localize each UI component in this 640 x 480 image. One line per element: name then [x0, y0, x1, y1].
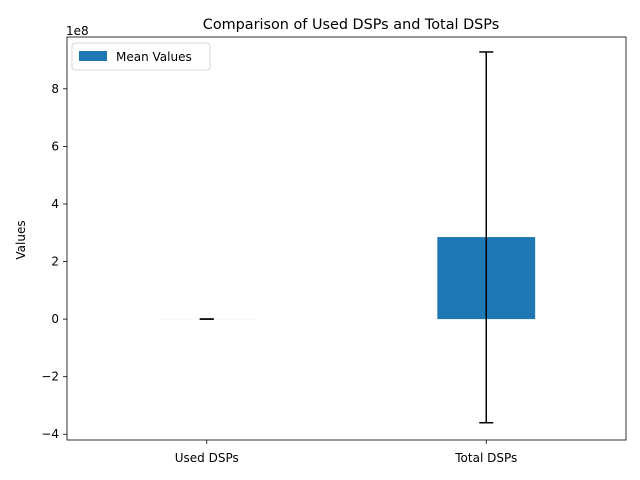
- plot-frame: [66, 36, 627, 441]
- y-tick-label: 6: [51, 139, 59, 153]
- legend-box: [71, 42, 211, 71]
- legend: Mean Values: [71, 42, 211, 71]
- y-axis: −4 −2 0 2 4 6 8: [41, 82, 67, 441]
- y-tick-label: −4: [41, 427, 59, 441]
- legend-swatch: [79, 51, 107, 61]
- legend-label: Mean Values: [116, 50, 192, 64]
- x-tick-label: Used DSPs: [175, 451, 239, 465]
- y-axis-label: Values: [14, 220, 28, 259]
- x-tick-label: Total DSPs: [454, 451, 517, 465]
- y-tick-label: 2: [51, 255, 59, 269]
- errorbars-group: [199, 51, 494, 424]
- x-axis: Used DSPs Total DSPs: [175, 440, 517, 465]
- y-tick-label: −2: [41, 370, 59, 384]
- bars-group: [157, 237, 536, 320]
- chart-title: Comparison of Used DSPs and Total DSPs: [203, 17, 499, 33]
- y-axis-scale-label: 1e8: [66, 24, 89, 38]
- errorbar-total-dsps: [479, 51, 494, 424]
- y-tick-label: 4: [51, 197, 59, 211]
- y-tick-label: 8: [51, 82, 59, 96]
- y-tick-label: 0: [51, 312, 59, 326]
